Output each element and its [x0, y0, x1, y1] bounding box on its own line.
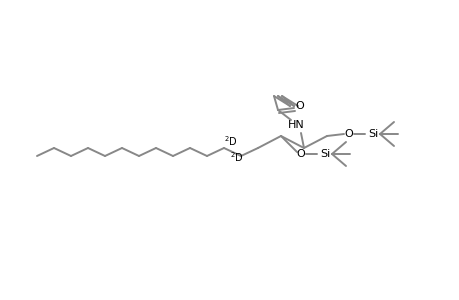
Text: O: O	[295, 101, 304, 111]
Text: HN: HN	[287, 120, 304, 130]
Text: $^2$D: $^2$D	[224, 134, 237, 148]
Text: $^2$D: $^2$D	[230, 150, 243, 164]
Text: O: O	[344, 129, 353, 139]
Text: Si: Si	[319, 149, 330, 159]
Text: O: O	[296, 149, 305, 159]
Text: Si: Si	[367, 129, 377, 139]
